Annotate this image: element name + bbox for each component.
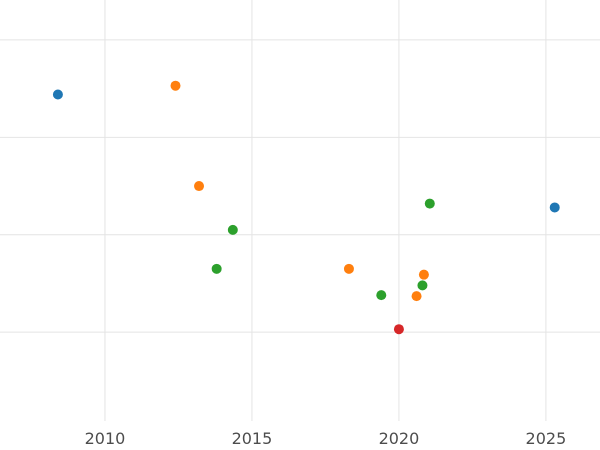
data-point-blue — [549, 202, 560, 213]
data-point-orange — [194, 181, 205, 192]
data-point-orange — [170, 80, 181, 91]
data-point-orange — [411, 291, 422, 302]
data-point-blue — [52, 89, 63, 100]
data-point-green — [417, 280, 428, 291]
data-point-orange — [418, 269, 429, 280]
data-point-orange — [343, 263, 354, 274]
data-point-red — [393, 324, 404, 335]
data-point-green — [227, 224, 238, 235]
data-point-green — [376, 290, 387, 301]
data-point-green — [211, 263, 222, 274]
data-point-green — [424, 198, 435, 209]
